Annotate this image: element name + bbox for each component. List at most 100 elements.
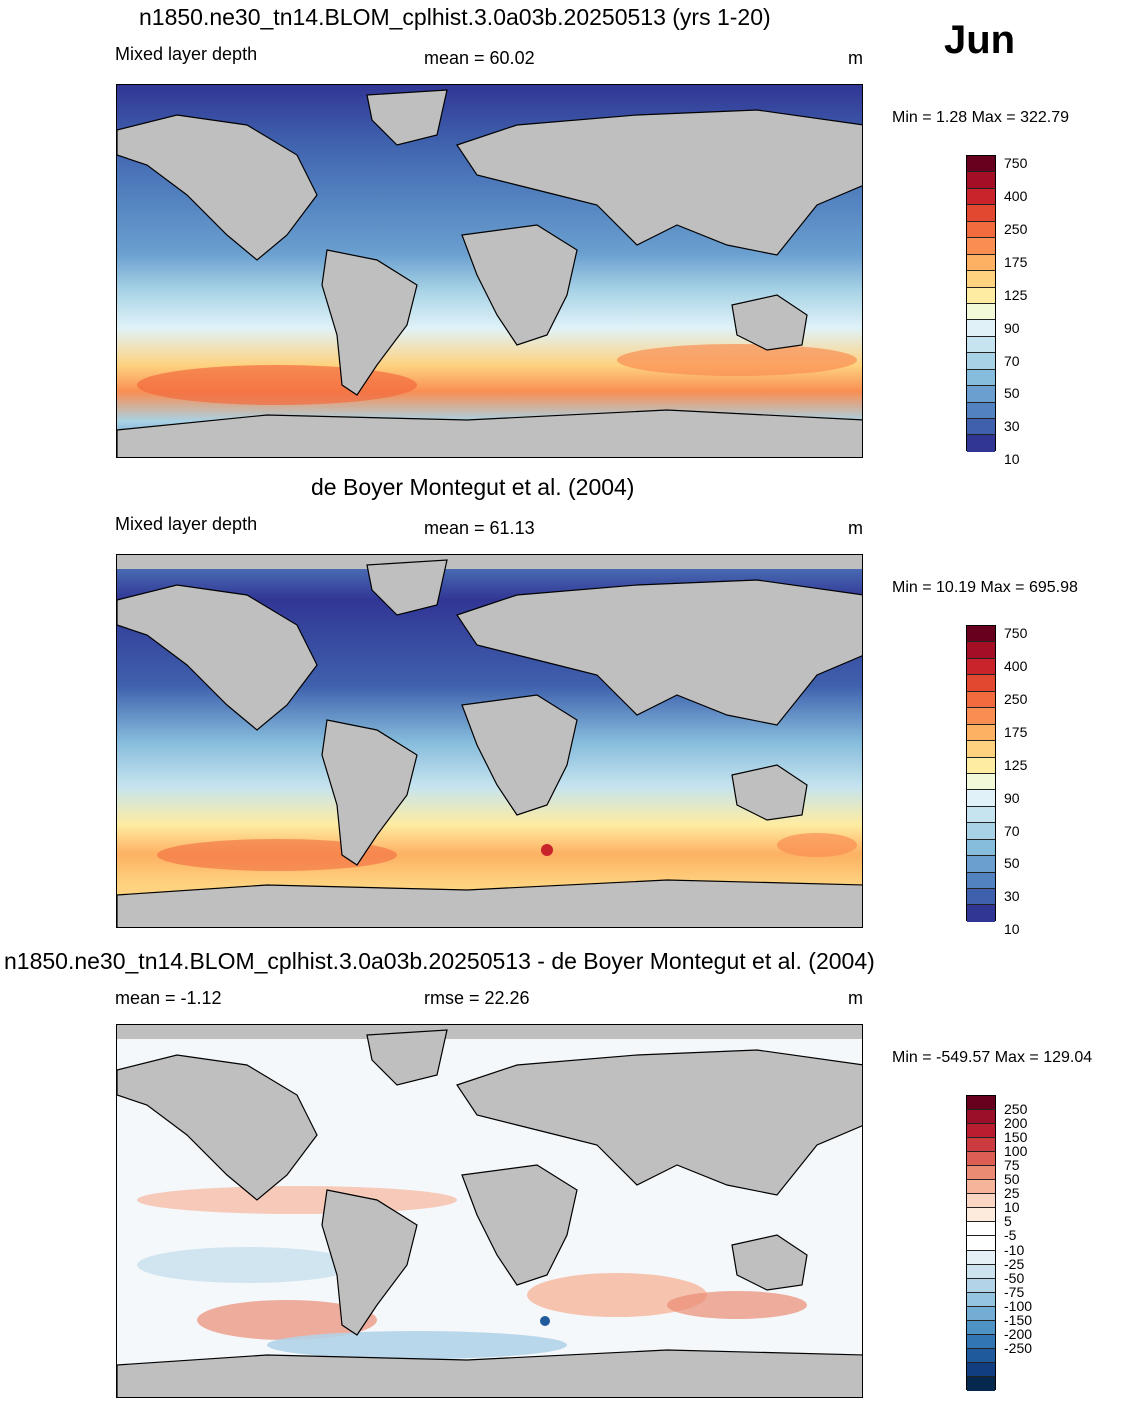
panel-2-colorbar — [966, 625, 996, 922]
colorbar-swatch — [967, 1306, 995, 1321]
panel-1-colorbar — [966, 155, 996, 452]
colorbar-label: 50 — [1004, 1171, 1020, 1188]
colorbar-label: -250 — [1004, 1339, 1033, 1356]
panel-3-title: n1850.ne30_tn14.BLOM_cplhist.3.0a03b.202… — [4, 948, 875, 974]
panel-2-variable-label: Mixed layer depth — [115, 514, 258, 534]
colorbar-swatch — [967, 369, 995, 387]
colorbar-swatch — [967, 1278, 995, 1293]
colorbar-label: 30 — [1004, 888, 1020, 905]
panel-1-title: n1850.ne30_tn14.BLOM_cplhist.3.0a03b.202… — [139, 4, 771, 30]
colorbar-swatch — [967, 1236, 995, 1251]
colorbar-swatch — [967, 889, 995, 906]
colorbar-label: 175 — [1004, 723, 1028, 740]
panel-3-rmse-label: rmse = 22.26 — [424, 988, 530, 1008]
colorbar-swatch — [967, 336, 995, 354]
colorbar-label: 125 — [1004, 756, 1028, 773]
colorbar-swatch — [967, 320, 995, 337]
colorbar-swatch — [967, 856, 995, 873]
colorbar-label: -50 — [1004, 1269, 1025, 1286]
colorbar-swatch — [967, 839, 995, 857]
colorbar-label: 70 — [1004, 822, 1020, 839]
colorbar-label: 400 — [1004, 188, 1028, 205]
panel-3-colorbar — [966, 1095, 996, 1391]
colorbar-swatch — [967, 1250, 995, 1265]
panel-3-land — [117, 1025, 862, 1397]
panel-2-title: de Boyer Montegut et al. (2004) — [311, 474, 635, 500]
colorbar-swatch — [967, 642, 995, 659]
colorbar-swatch — [967, 1208, 995, 1223]
colorbar-label: 250 — [1004, 221, 1028, 237]
colorbar-label: -75 — [1004, 1283, 1025, 1300]
panel-3-mean-label: mean = -1.12 — [115, 988, 222, 1008]
colorbar-swatch — [967, 872, 995, 889]
colorbar-label: 10 — [1004, 1199, 1020, 1216]
colorbar-swatch — [967, 303, 995, 321]
panel-3-map-canvas — [117, 1025, 862, 1397]
colorbar-label: 750 — [1004, 155, 1028, 172]
panel-2-units: m — [848, 518, 863, 538]
colorbar-swatch — [967, 1376, 995, 1391]
colorbar-swatch — [967, 238, 995, 255]
colorbar-label: 100 — [1004, 1143, 1028, 1160]
panel-1-land — [117, 89, 862, 457]
panel-1-variable-label: Mixed layer depth — [115, 44, 258, 64]
colorbar-swatch — [967, 1334, 995, 1349]
panel-3-minmax: Min = -549.57 Max = 129.04 — [892, 1049, 1093, 1066]
colorbar-label: 30 — [1004, 418, 1020, 435]
colorbar-label: 5 — [1004, 1213, 1012, 1230]
colorbar-swatch — [967, 757, 995, 774]
panel-1-minmax: Min = 1.28 Max = 322.79 — [892, 109, 1069, 126]
colorbar-swatch — [967, 675, 995, 692]
colorbar-label: -100 — [1004, 1297, 1033, 1314]
colorbar-label: 125 — [1004, 286, 1028, 303]
panel-1-units: m — [848, 48, 863, 68]
panel-2-mean-label: mean = 61.13 — [424, 518, 535, 538]
colorbar-label: 10 — [1004, 451, 1020, 468]
colorbar-label: 50 — [1004, 855, 1020, 872]
colorbar-swatch — [967, 1194, 995, 1209]
panel-2-land — [117, 555, 862, 927]
colorbar-label: -200 — [1004, 1325, 1033, 1342]
colorbar-swatch — [967, 205, 995, 222]
colorbar-label: 70 — [1004, 352, 1020, 369]
colorbar-swatch — [967, 188, 995, 206]
colorbar-label: -5 — [1004, 1227, 1017, 1244]
colorbar-swatch — [967, 1264, 995, 1279]
colorbar-swatch — [967, 221, 995, 239]
colorbar-swatch — [967, 658, 995, 676]
colorbar-label: 200 — [1004, 1115, 1028, 1132]
colorbar-swatch — [967, 419, 995, 436]
colorbar-label: 90 — [1004, 319, 1020, 336]
panel-2-map-canvas — [117, 555, 862, 927]
colorbar-swatch — [967, 435, 995, 452]
colorbar-swatch — [967, 790, 995, 807]
colorbar-label: 25 — [1004, 1185, 1020, 1202]
colorbar-swatch — [967, 1222, 995, 1237]
panel-3-units: m — [848, 988, 863, 1008]
colorbar-label: 10 — [1004, 921, 1020, 938]
colorbar-swatch — [967, 773, 995, 791]
colorbar-swatch — [967, 1096, 995, 1111]
colorbar-swatch — [967, 823, 995, 840]
colorbar-swatch — [967, 271, 995, 288]
panel-2-map — [116, 554, 863, 928]
colorbar-label: -25 — [1004, 1255, 1025, 1272]
colorbar-swatch — [967, 1152, 995, 1167]
colorbar-swatch — [967, 905, 995, 922]
panel-1-map-canvas — [117, 85, 862, 457]
colorbar-label: 400 — [1004, 658, 1028, 675]
colorbar-swatch — [967, 1110, 995, 1125]
colorbar-label: 75 — [1004, 1157, 1020, 1174]
colorbar-swatch — [967, 386, 995, 403]
colorbar-swatch — [967, 172, 995, 189]
panel-3-map — [116, 1024, 863, 1398]
panel-1-mean-label: mean = 60.02 — [424, 48, 535, 68]
colorbar-swatch — [967, 724, 995, 742]
colorbar-swatch — [967, 1348, 995, 1363]
colorbar-label: 50 — [1004, 385, 1020, 402]
colorbar-swatch — [967, 1124, 995, 1139]
colorbar-swatch — [967, 156, 995, 173]
colorbar-swatch — [967, 1362, 995, 1377]
colorbar-swatch — [967, 806, 995, 824]
colorbar-swatch — [967, 708, 995, 725]
